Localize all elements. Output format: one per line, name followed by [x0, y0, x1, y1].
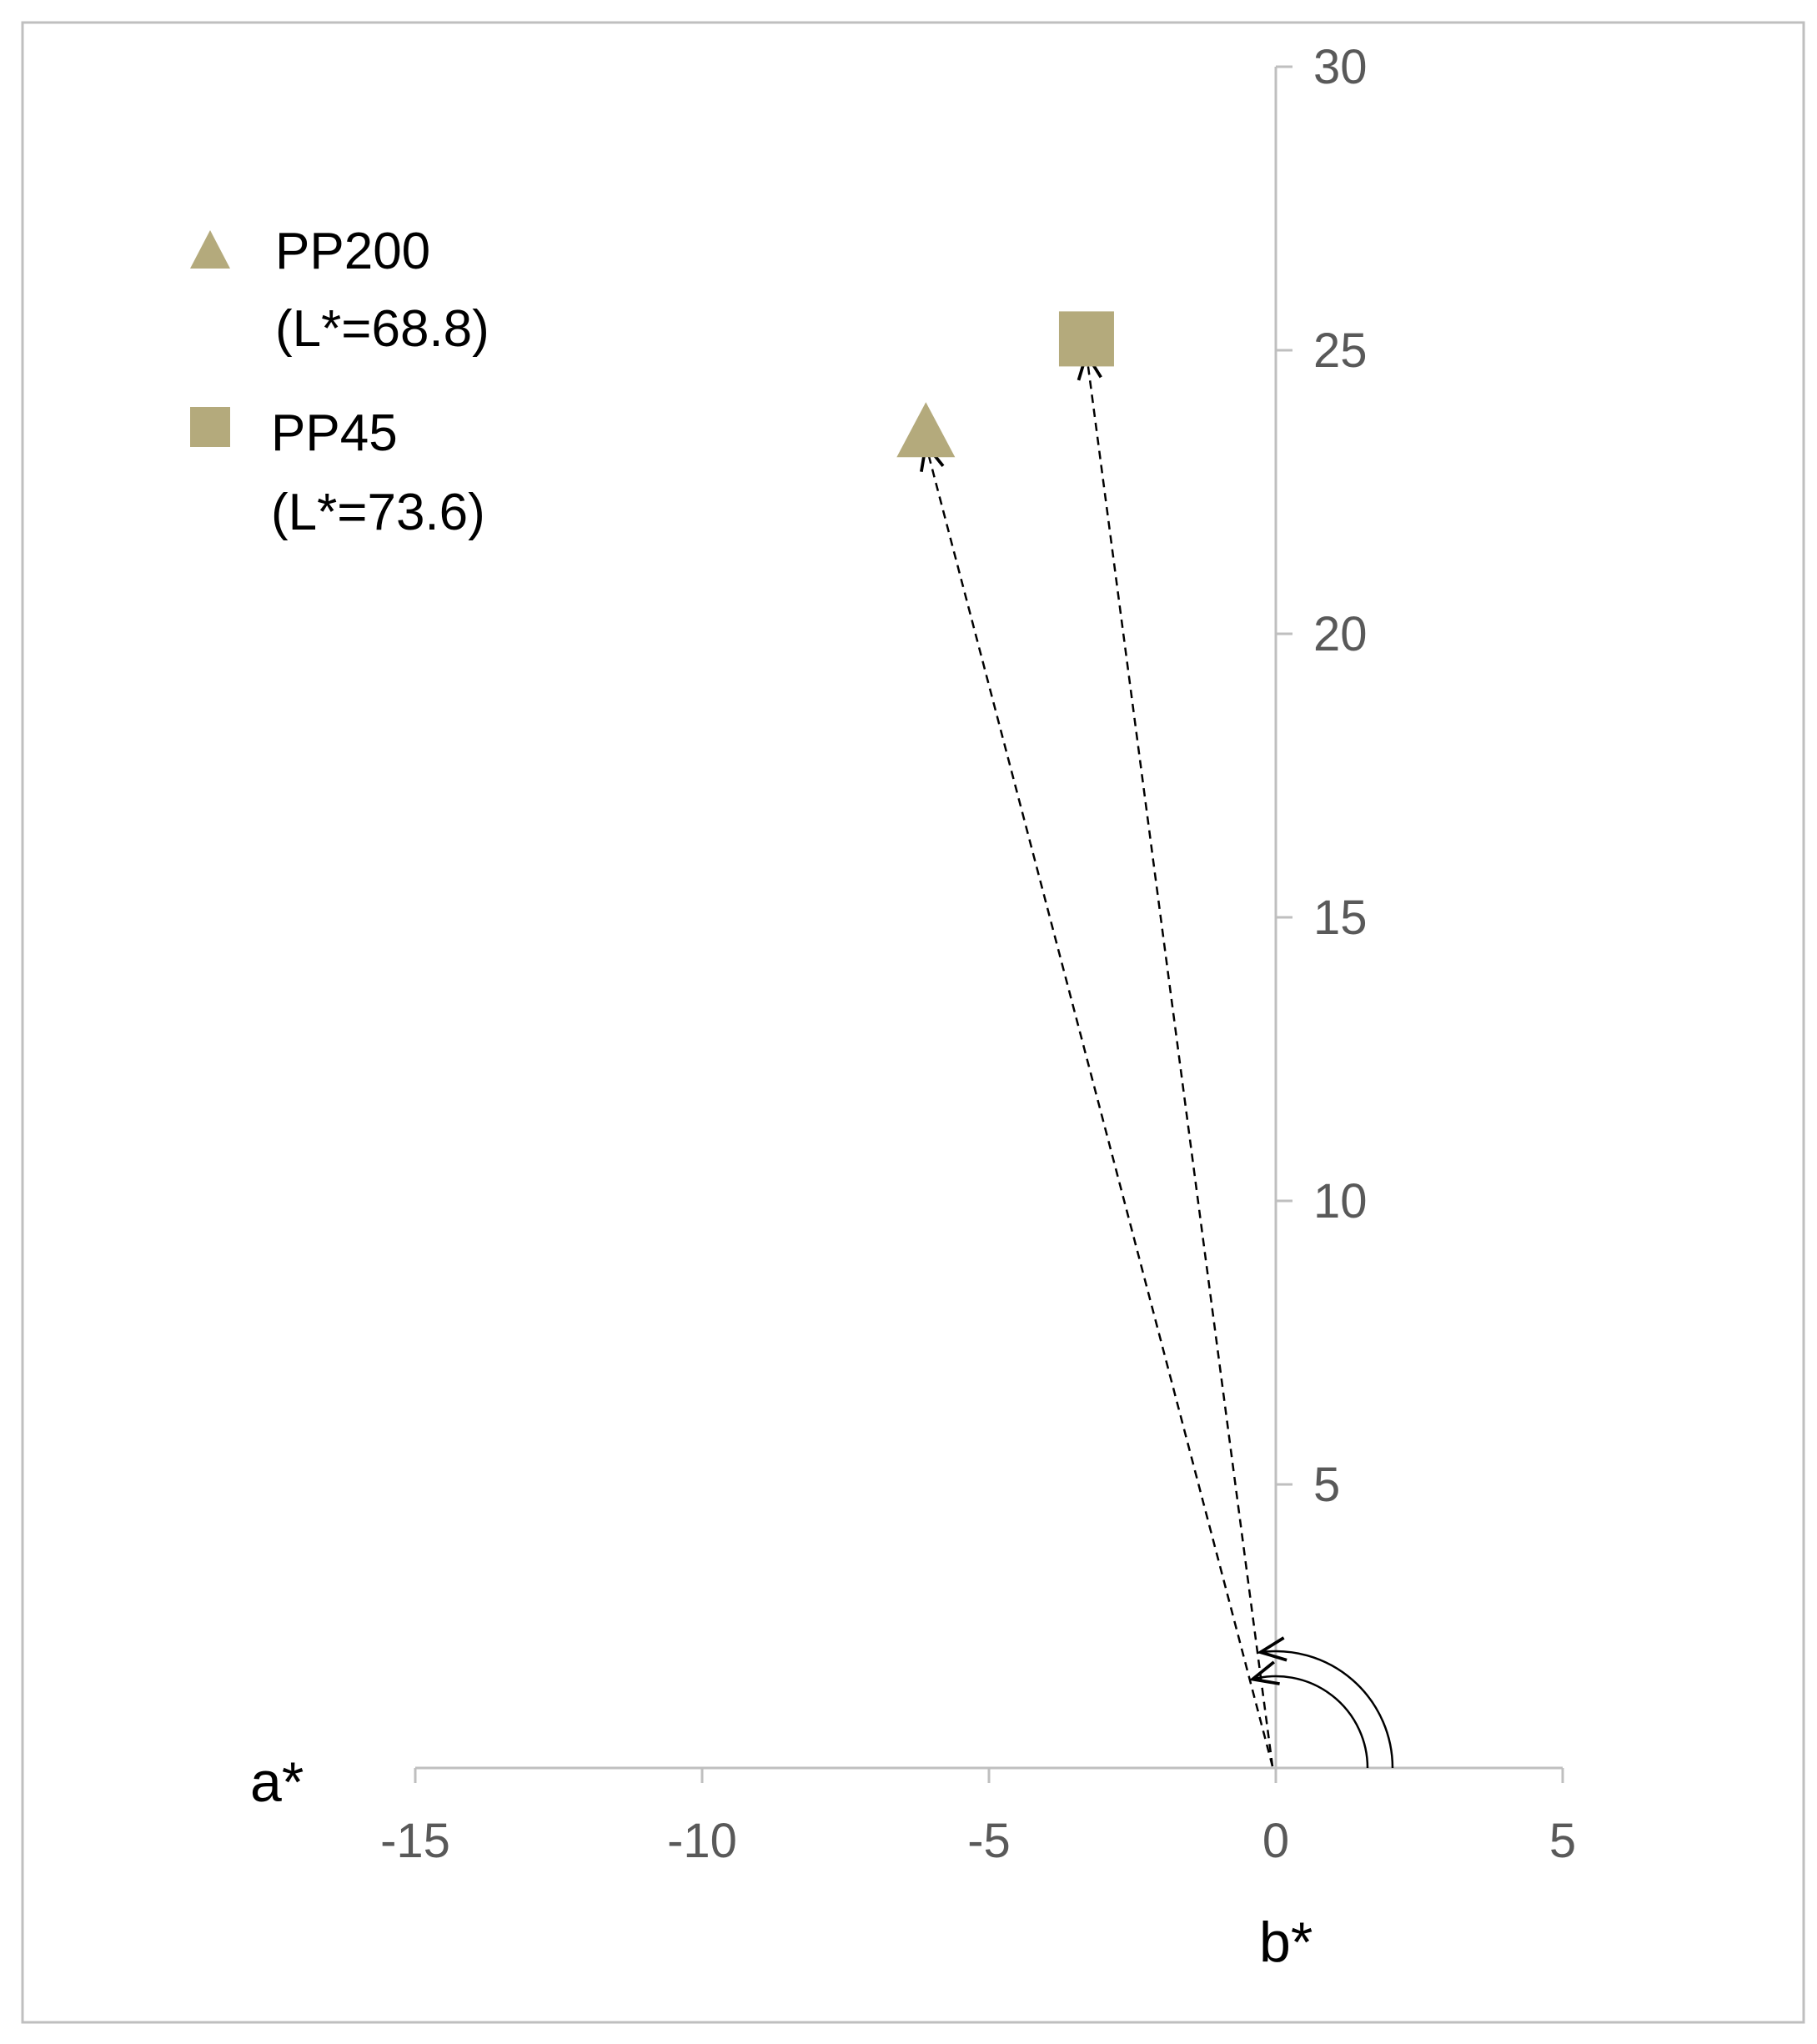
y-tick-label: 10	[1313, 1174, 1368, 1228]
hue-vector-arrow	[926, 444, 1274, 1767]
hue-vector-arrow	[1087, 354, 1274, 1767]
legend-sublabel-pp45: (L*=73.6)	[271, 484, 485, 541]
legend-sublabel-pp200: (L*=68.8)	[275, 300, 489, 358]
x-tick-label: -10	[667, 1814, 737, 1868]
hue-angle-arc	[1261, 1651, 1394, 1769]
y-tick-label: 25	[1313, 324, 1368, 378]
hue-angle-arc	[1252, 1676, 1369, 1769]
point-pp45	[1058, 311, 1114, 367]
legend-marker-pp45	[190, 407, 230, 447]
legend-label-pp45: PP45	[271, 404, 398, 462]
legend-marker-pp200	[190, 230, 230, 269]
y-tick-label: 5	[1313, 1458, 1340, 1512]
chart-frame	[21, 21, 1805, 2024]
y-axis-title: b*	[1259, 1911, 1313, 1974]
y-tick-label: 15	[1313, 891, 1368, 945]
x-tick-label: 5	[1549, 1814, 1576, 1868]
y-tick-label: 20	[1313, 607, 1368, 661]
y-tick-label: 30	[1313, 40, 1368, 94]
x-tick-label: -15	[380, 1814, 450, 1868]
x-tick-label: -5	[967, 1814, 1011, 1868]
x-axis-title: a*	[250, 1750, 304, 1814]
point-pp200	[896, 402, 956, 458]
legend-label-pp200: PP200	[275, 223, 430, 280]
x-tick-label: 0	[1262, 1814, 1289, 1868]
